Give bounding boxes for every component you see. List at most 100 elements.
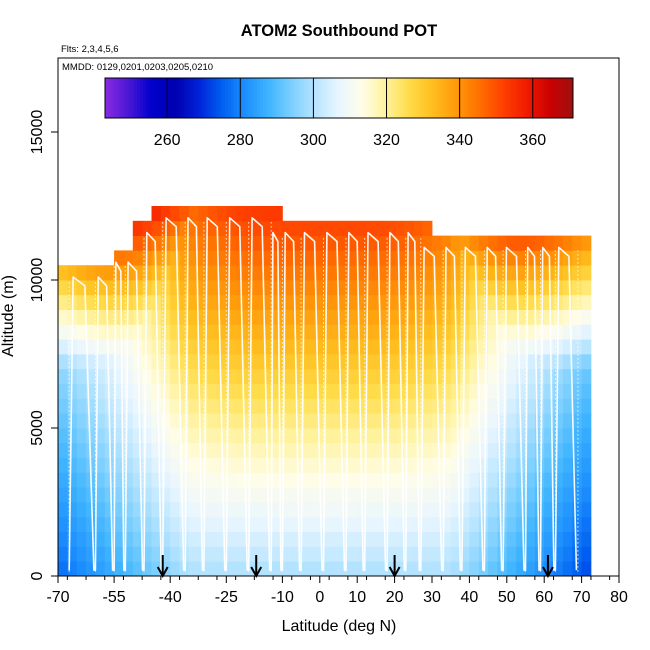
heatmap-cell [263,428,274,444]
heatmap-cell [170,294,180,310]
colorbar-swatch [274,78,279,118]
heatmap-cell [179,235,190,251]
heatmap-cell [188,220,199,236]
heatmap-cell [226,368,237,384]
heatmap-cell [58,487,68,503]
heatmap-cell [282,339,293,355]
heatmap-cell [95,531,106,547]
heatmap-cell [347,442,358,458]
heatmap-cell [403,220,414,236]
heatmap-cell [254,235,265,251]
heatmap-cell [216,220,227,236]
heatmap-cell [160,339,171,355]
heatmap-cell [478,383,489,399]
heatmap-cell [179,516,190,532]
heatmap-cell [497,309,508,325]
heatmap-cell [132,531,143,547]
heatmap-cell [95,294,106,310]
heatmap-cell [422,368,433,384]
heatmap-cell [572,398,582,414]
heatmap-cell [207,324,218,340]
x-tick-label: 20 [386,589,404,606]
heatmap-cell [403,309,414,325]
heatmap-cell [151,250,162,266]
heatmap-cell [469,457,480,473]
heatmap-cell [338,413,349,429]
heatmap-cell [58,442,68,458]
heatmap-cell [403,428,414,444]
heatmap-cell [114,294,124,310]
heatmap-cell [151,235,162,251]
heatmap-cell [469,502,480,518]
heatmap-cell [469,265,480,281]
heatmap-cell [282,250,293,266]
heatmap-cell [460,502,470,518]
colorbar-tick-label: 320 [373,132,400,149]
heatmap-cell [572,280,582,296]
heatmap-cell [142,457,152,473]
heatmap-cell [544,546,554,562]
heatmap-cell [478,324,489,340]
colorbar-swatch [391,78,396,118]
marker-arrow-head [250,566,263,579]
colorbar-swatch [532,78,536,118]
colorbar-swatch [511,78,515,118]
heatmap-cell [160,383,171,399]
heatmap-cell [179,354,190,370]
heatmap-cell [198,368,208,384]
heatmap-cell [179,265,190,281]
heatmap-cell [516,472,526,488]
heatmap-cell [525,487,536,503]
heatmap-cell [544,235,554,251]
heatmap-cell [572,354,582,370]
heatmap-cell [188,280,199,296]
heatmap-cell [357,428,367,444]
heatmap-cell [534,324,545,340]
heatmap-cell [525,265,536,281]
heatmap-cell [329,294,339,310]
colorbar-tick-label: 300 [300,132,327,149]
heatmap-cell [123,472,134,488]
heatmap-cell [170,368,180,384]
heatmap-cell [403,368,414,384]
heatmap-cell [310,546,321,562]
heatmap-cell [291,516,302,532]
heatmap-cell [310,339,321,355]
heatmap-cell [310,487,321,503]
heatmap-cell [347,280,358,296]
colorbar-swatch [505,78,510,118]
colorbar-swatch [552,78,556,118]
heatmap-cell [488,339,498,355]
heatmap-cell [114,265,124,281]
heatmap-cell [132,413,143,429]
heatmap-cell [450,546,461,562]
heatmap-cell [58,561,68,577]
heatmap-cell [198,220,208,236]
heatmap-cell [432,531,442,547]
colorbar-swatch [222,78,226,118]
heatmap-cell [151,383,162,399]
heatmap-cell [76,280,87,296]
heatmap-cell [301,516,311,532]
heatmap-cell [179,428,190,444]
heatmap-cell [488,235,498,251]
heatmap-cell [497,428,508,444]
heatmap-cell [301,398,311,414]
heatmap-cell [198,339,208,355]
heatmap-cell [132,235,143,251]
colorbar-swatch [148,78,153,118]
heatmap-cell [58,324,68,340]
heatmap-cell [291,220,302,236]
heatmap-cell [516,546,526,562]
heatmap-cell [478,428,489,444]
heatmap-cell [273,324,283,340]
heatmap-cell [188,235,199,251]
heatmap-cell [291,354,302,370]
heatmap-cell [245,280,255,296]
colorbar-swatch [318,78,322,118]
heatmap-cell [478,457,489,473]
heatmap-cell [198,502,208,518]
heatmap-cell [469,309,480,325]
heatmap-cell [226,354,237,370]
heatmap-cell [198,413,208,429]
